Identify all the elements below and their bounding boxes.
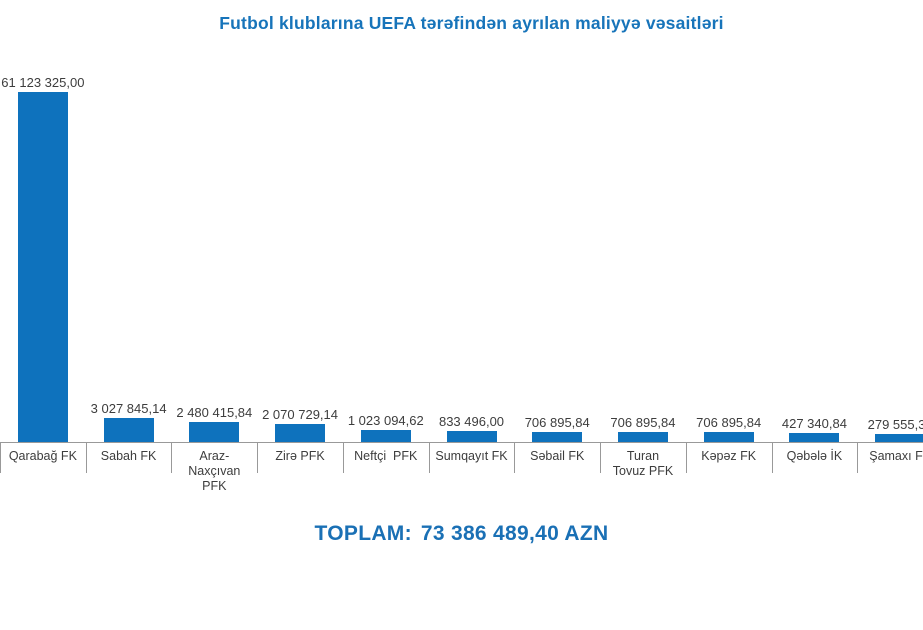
value-label-4: 1 023 094,62	[347, 412, 424, 428]
x-tick-divider-7	[600, 442, 602, 473]
value-label-5: 833 496,00	[438, 413, 505, 429]
value-label-10: 279 555,30	[867, 416, 923, 432]
x-axis-line	[0, 442, 923, 443]
value-label-2: 2 480 415,84	[176, 404, 253, 420]
bar-4	[360, 429, 411, 442]
x-tick-label-5: Sumqayıt FK	[435, 449, 508, 463]
bar-1	[103, 418, 154, 442]
x-tick-divider-1	[85, 442, 87, 473]
x-tick-divider-10	[857, 442, 859, 473]
x-tick-label-9: Qəbələ İK	[786, 449, 843, 463]
total-amount: 73 386 489,40 AZN	[420, 522, 609, 545]
value-label-1: 3 027 845,14	[90, 401, 167, 417]
x-tick-label-4: Neftçi PFK	[354, 449, 418, 463]
x-tick-label-1: Sabah FK	[100, 449, 157, 463]
x-tick-label-8: Kəpəz FK	[701, 449, 757, 463]
bar-10	[875, 433, 923, 442]
bar-0	[17, 92, 68, 442]
x-tick-divider-6	[514, 442, 516, 473]
x-tick-label-7: Turan Tovuz PFK	[612, 449, 674, 478]
x-tick-divider-0	[0, 442, 1, 473]
x-tick-divider-3	[257, 442, 259, 473]
value-label-3: 2 070 729,14	[262, 406, 338, 422]
x-tick-label-0: Qarabağ FK	[8, 449, 77, 463]
total-line: TOPLAM: 73 386 489,40 AZN	[0, 522, 923, 546]
value-label-9: 427 340,84	[781, 416, 847, 432]
x-tick-divider-5	[428, 442, 430, 473]
bar-9	[789, 433, 840, 442]
value-label-7: 706 895,84	[610, 414, 676, 430]
x-tick-label-2: Araz- Naxçıvan PFK	[188, 449, 241, 493]
bar-5	[446, 430, 497, 442]
x-tick-label-10: Şamaxı FK	[869, 449, 923, 463]
x-tick-label-6: Səbail FK	[530, 449, 585, 463]
x-tick-divider-2	[171, 442, 173, 473]
bar-2	[189, 421, 240, 442]
x-tick-divider-9	[771, 442, 773, 473]
chart-title: Futbol klublarına UEFA tərəfindən ayrıla…	[219, 13, 724, 33]
value-label-6: 706 895,84	[524, 414, 590, 430]
value-label-0: 61 123 325,00	[1, 75, 85, 90]
value-label-8: 706 895,84	[696, 414, 762, 430]
bar-6	[532, 431, 583, 442]
x-tick-label-3: Zirə PFK	[275, 449, 325, 463]
x-tick-divider-8	[685, 442, 687, 473]
bar-7	[617, 431, 668, 442]
bar-8	[703, 431, 754, 442]
x-tick-divider-4	[342, 442, 344, 473]
total-label: TOPLAM:	[314, 522, 412, 545]
bar-3	[275, 423, 326, 442]
bar-chart: Futbol klublarına UEFA tərəfindən ayrıla…	[0, 13, 923, 545]
